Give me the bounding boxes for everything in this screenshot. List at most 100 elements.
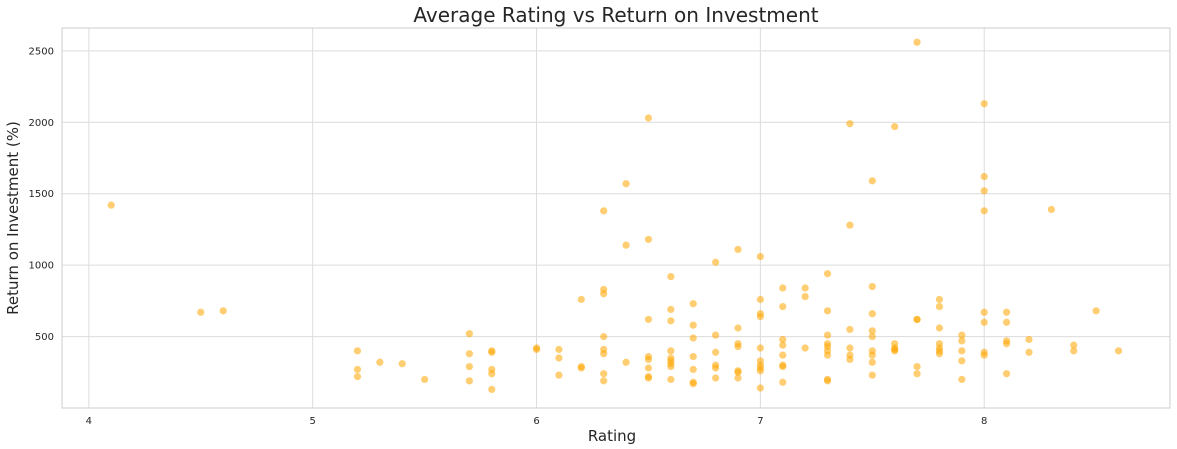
- data-point: [980, 308, 988, 316]
- data-point: [488, 370, 496, 378]
- data-point: [868, 371, 876, 379]
- data-point: [756, 384, 764, 392]
- data-point: [1025, 335, 1033, 344]
- chart-title: Average Rating vs Return on Investment: [413, 3, 818, 27]
- data-point: [644, 114, 653, 122]
- data-point: [1092, 307, 1100, 315]
- data-point: [667, 272, 675, 281]
- data-point: [689, 300, 697, 308]
- tick-labels: 4 5 6 7 8 500 1000 1500 2000 2500: [29, 46, 988, 427]
- data-point: [913, 370, 921, 378]
- data-point: [667, 347, 675, 355]
- data-point: [846, 221, 854, 229]
- data-point: [398, 360, 406, 368]
- data-point: [555, 345, 563, 354]
- data-point: [756, 367, 764, 375]
- y-tick-label: 1500: [29, 189, 54, 200]
- x-tick-label: 5: [310, 416, 316, 427]
- data-point: [823, 351, 832, 359]
- data-point: [801, 292, 809, 301]
- y-tick-label: 2000: [29, 118, 54, 129]
- data-point: [823, 377, 832, 385]
- data-point: [868, 327, 876, 335]
- x-tick-label: 6: [533, 416, 539, 427]
- data-point: [712, 258, 720, 266]
- y-tick-label: 1000: [29, 261, 54, 272]
- data-point: [1002, 308, 1011, 316]
- data-point: [622, 180, 630, 188]
- data-point: [868, 177, 876, 185]
- data-point: [600, 207, 608, 215]
- data-point: [980, 318, 988, 326]
- data-point: [779, 335, 787, 344]
- data-point: [353, 347, 362, 355]
- data-point: [1114, 347, 1123, 355]
- data-point: [846, 325, 854, 334]
- data-point: [667, 375, 675, 384]
- data-point: [913, 362, 921, 371]
- data-point: [465, 377, 473, 385]
- data-point: [421, 375, 429, 384]
- data-point: [689, 321, 697, 329]
- data-point: [734, 245, 742, 254]
- data-point: [465, 350, 473, 358]
- data-point: [712, 364, 720, 372]
- gridlines: [62, 28, 1170, 408]
- y-tick-label: 2500: [29, 46, 54, 57]
- data-point: [577, 295, 585, 304]
- data-point: [667, 362, 675, 371]
- data-point: [823, 307, 832, 315]
- data-point: [868, 351, 876, 359]
- x-tick-label: 4: [86, 416, 92, 427]
- data-point: [756, 312, 764, 321]
- x-axis-label: Rating: [588, 427, 636, 445]
- data-point: [980, 187, 988, 195]
- data-point: [958, 357, 966, 365]
- data-point: [891, 347, 899, 355]
- data-point: [1047, 205, 1055, 214]
- data-point: [868, 310, 876, 318]
- data-point: [689, 380, 697, 388]
- data-point: [935, 324, 944, 332]
- data-point: [756, 344, 764, 352]
- data-point: [555, 354, 563, 362]
- data-point: [353, 372, 362, 381]
- data-point: [868, 358, 876, 366]
- data-point: [823, 270, 832, 278]
- data-point: [712, 348, 720, 356]
- data-point: [600, 350, 608, 358]
- data-point: [197, 308, 205, 316]
- data-point: [689, 365, 697, 374]
- data-point: [913, 315, 921, 324]
- data-point: [488, 385, 496, 394]
- data-point: [958, 331, 966, 339]
- data-point: [667, 317, 675, 325]
- data-point: [622, 358, 630, 366]
- data-point: [935, 350, 944, 358]
- data-point: [376, 358, 384, 366]
- data-point: [958, 375, 966, 384]
- x-tick-label: 8: [981, 416, 987, 427]
- data-point: [779, 284, 787, 292]
- data-point: [980, 207, 988, 215]
- data-point: [935, 295, 944, 304]
- data-point: [219, 307, 227, 315]
- data-point: [532, 345, 541, 354]
- data-point: [779, 341, 787, 349]
- data-point: [689, 334, 697, 342]
- data-point: [667, 305, 675, 314]
- data-point: [555, 371, 563, 379]
- data-point: [1002, 340, 1011, 348]
- data-point: [846, 344, 854, 352]
- data-point: [644, 235, 653, 244]
- data-point: [644, 315, 653, 324]
- data-point: [958, 347, 966, 355]
- data-point: [712, 374, 720, 382]
- data-point: [734, 368, 742, 376]
- y-tick-label: 500: [35, 332, 54, 343]
- data-point: [868, 332, 876, 341]
- data-point: [868, 282, 876, 291]
- data-point: [1025, 348, 1033, 356]
- data-point: [1002, 370, 1011, 378]
- data-point: [779, 378, 787, 386]
